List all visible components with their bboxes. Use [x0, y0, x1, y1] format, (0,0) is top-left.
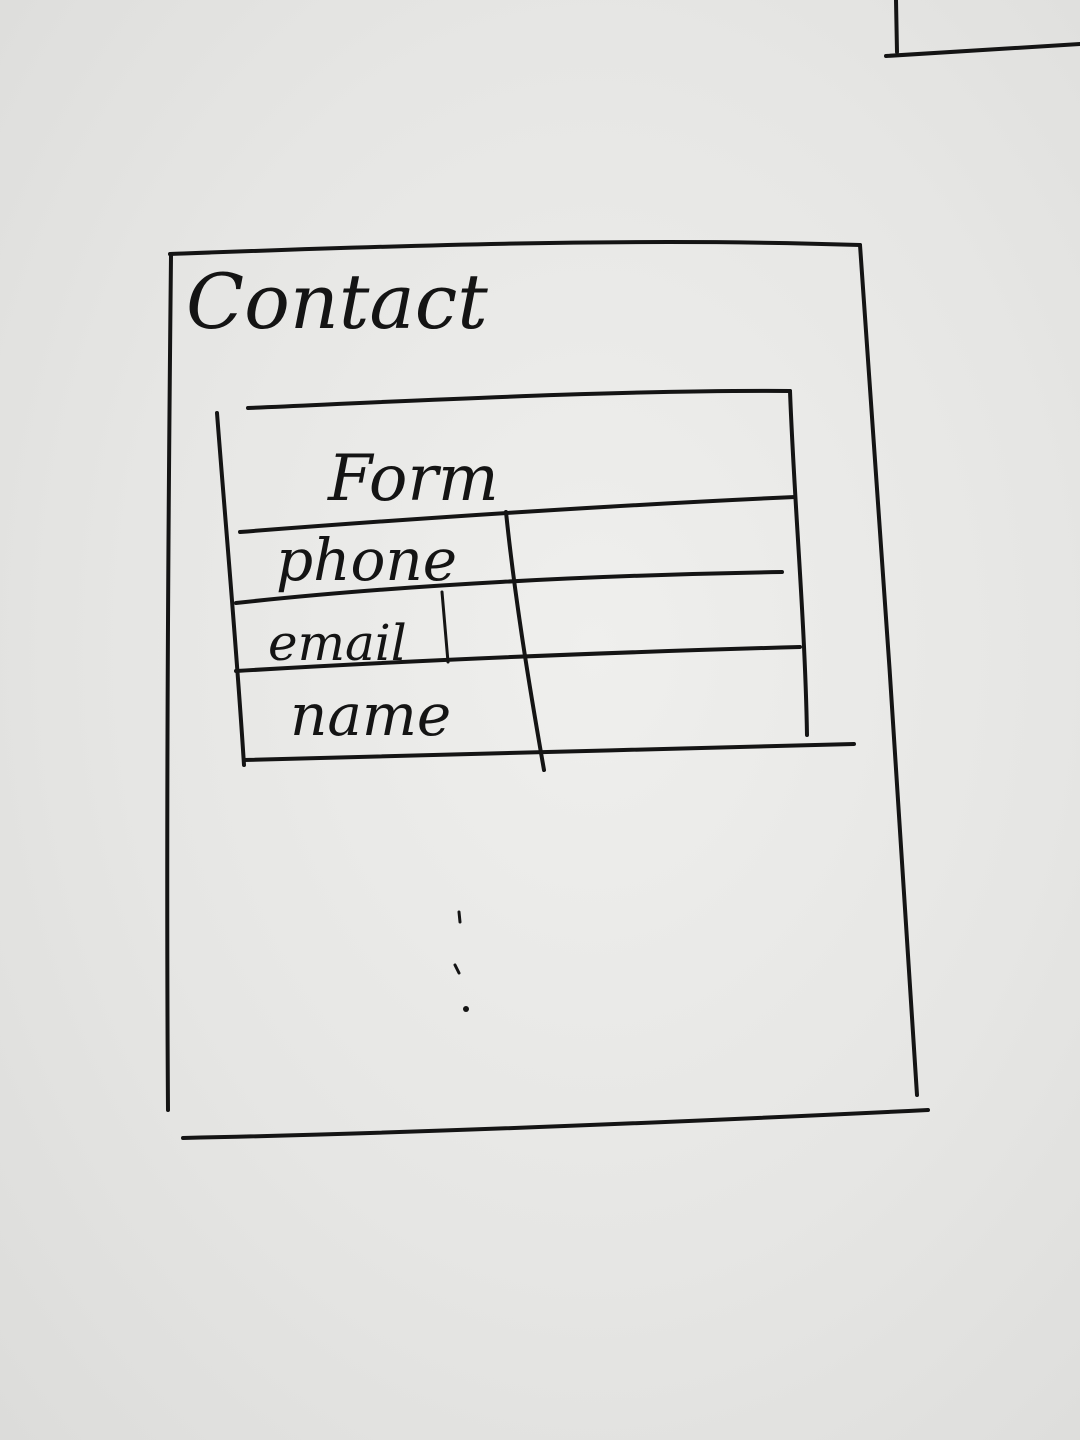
email-input[interactable] [522, 578, 797, 646]
more-content-indicator [453, 910, 469, 1012]
page-frame [165, 240, 930, 1140]
form-title: Form [327, 442, 499, 516]
phone-label: phone [276, 526, 457, 594]
name-label: name [290, 681, 451, 749]
contact-form: Form phone email name [215, 388, 856, 772]
adjacent-frame-corner [884, 0, 1080, 58]
name-input[interactable] [532, 652, 802, 742]
page-title: Contact [186, 257, 488, 346]
email-label: email [268, 614, 407, 672]
phone-input[interactable] [516, 510, 791, 572]
